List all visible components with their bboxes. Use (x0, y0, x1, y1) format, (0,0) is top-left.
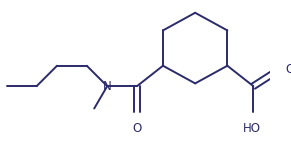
Text: HO: HO (242, 122, 260, 135)
Text: O: O (285, 63, 291, 76)
Text: O: O (132, 122, 141, 135)
Text: N: N (103, 80, 111, 93)
